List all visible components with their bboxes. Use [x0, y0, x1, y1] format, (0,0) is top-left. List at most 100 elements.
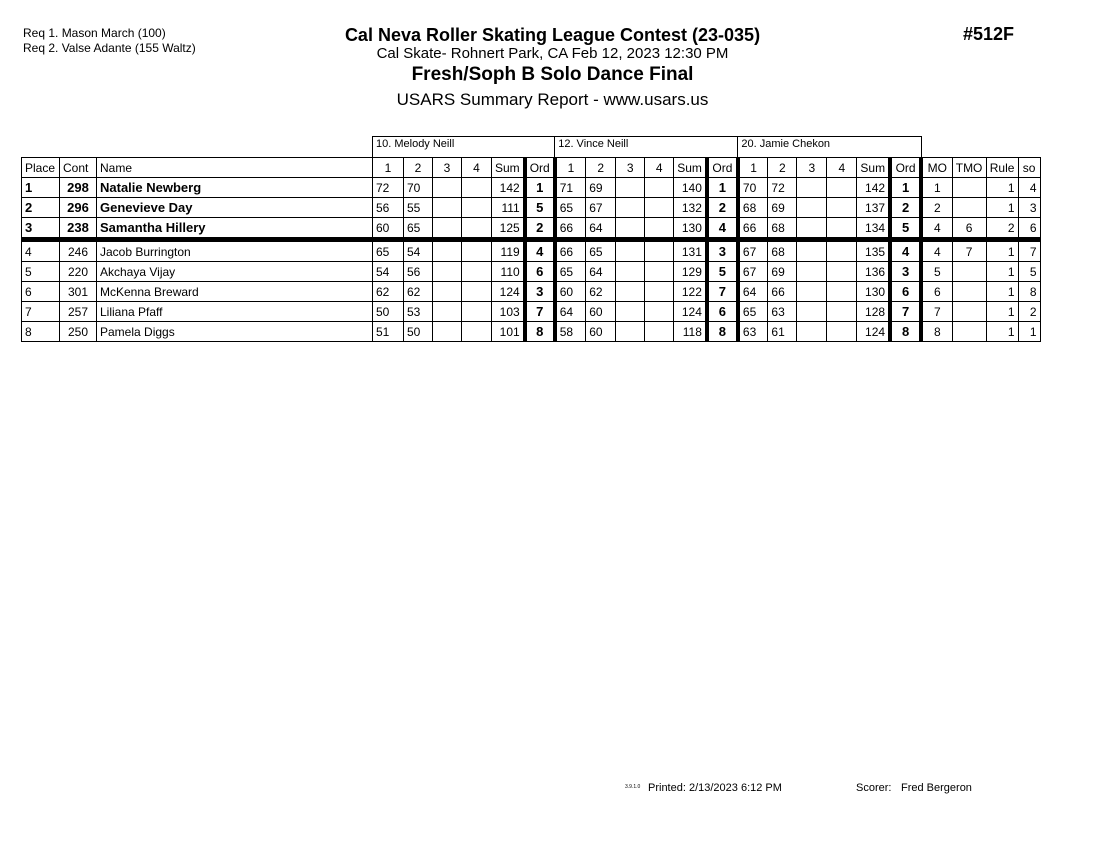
judge-mark	[644, 321, 675, 342]
judge-mark	[644, 237, 675, 262]
so: 8	[1017, 281, 1041, 302]
judge-mark	[615, 321, 646, 342]
judge-mark: 63	[767, 301, 798, 322]
judge-mark	[615, 281, 646, 302]
contestant-number: 301	[59, 281, 97, 302]
majority-ordinal: 8	[919, 321, 953, 342]
judge-mark: 54	[403, 237, 433, 262]
judge-ordinal: 7	[888, 301, 922, 322]
col-mark-2: 2	[585, 157, 617, 178]
judge-sum: 124	[490, 281, 526, 302]
judge-mark	[644, 261, 675, 282]
skater-name: McKenna Breward	[96, 281, 373, 302]
judge-mark: 66	[735, 217, 769, 240]
contestant-number: 246	[59, 237, 97, 262]
judge-mark	[644, 197, 675, 218]
judge-mark	[826, 281, 858, 302]
judge-ordinal: 4	[888, 237, 922, 262]
judge-mark: 62	[403, 281, 433, 302]
judge-mark	[615, 301, 646, 322]
judge-mark	[826, 321, 858, 342]
judge-mark: 72	[372, 177, 404, 198]
judge-mark: 69	[585, 177, 617, 198]
skater-name: Jacob Burrington	[96, 237, 373, 262]
majority-ordinal: 6	[919, 281, 953, 302]
judge-ordinal: 3	[704, 237, 739, 262]
table-row: 6 301 McKenna Breward 62 62 124 3 60 62 122 7 64 66 1…	[21, 281, 1041, 302]
place: 6	[21, 281, 60, 302]
judge-ordinal: 1	[888, 177, 922, 198]
rule: 1	[985, 261, 1019, 282]
judge-mark	[432, 321, 462, 342]
majority-ordinal: 2	[919, 197, 953, 218]
place: 4	[21, 237, 60, 262]
so: 3	[1017, 197, 1041, 218]
judge-mark: 69	[767, 197, 798, 218]
judge-mark	[826, 261, 858, 282]
judge-mark: 55	[403, 197, 433, 218]
judge-sum: 131	[673, 237, 708, 262]
judge-ordinal: 5	[522, 197, 556, 218]
total-majority-ordinal	[951, 177, 987, 198]
contest-title: Cal Neva Roller Skating League Contest (…	[344, 25, 761, 45]
rule: 1	[985, 237, 1019, 262]
col-mark-3: 3	[432, 157, 462, 178]
total-majority-ordinal	[951, 321, 987, 342]
majority-ordinal: 4	[919, 217, 953, 240]
place: 1	[21, 177, 60, 198]
scorer-label: Scorer:	[856, 782, 892, 794]
col-so: so	[1017, 157, 1041, 178]
judge-mark: 56	[372, 197, 404, 218]
judge-mark	[615, 217, 646, 240]
contestant-number: 238	[59, 217, 97, 240]
judge-mark: 50	[372, 301, 404, 322]
col-mark-3: 3	[796, 157, 828, 178]
col-ord: Ord	[522, 157, 556, 178]
judge-mark	[461, 261, 492, 282]
judge-sum: 119	[490, 237, 526, 262]
col-rule: Rule	[985, 157, 1019, 178]
place: 7	[21, 301, 60, 322]
judge-mark: 63	[735, 321, 769, 342]
judge-mark: 68	[735, 197, 769, 218]
skater-name: Akchaya Vijay	[96, 261, 373, 282]
judge-mark	[432, 197, 462, 218]
place: 3	[21, 217, 60, 240]
total-majority-ordinal	[951, 261, 987, 282]
total-majority-ordinal	[951, 197, 987, 218]
event-title: Fresh/Soph B Solo Dance Final	[411, 64, 694, 85]
col-name: Name	[96, 157, 373, 178]
judge-sum: 103	[490, 301, 526, 322]
rule: 1	[985, 281, 1019, 302]
judge-mark: 65	[585, 237, 617, 262]
judge-mark: 65	[552, 261, 587, 282]
judge-mark: 67	[585, 197, 617, 218]
judge-mark	[644, 281, 675, 302]
judge-mark	[796, 281, 828, 302]
judge-mark: 54	[372, 261, 404, 282]
judge-name: 12. Vince Neill	[554, 136, 739, 158]
judge-ordinal: 4	[522, 237, 556, 262]
col-place: Place	[21, 157, 60, 178]
judge-ordinal: 3	[888, 261, 922, 282]
judge-mark	[826, 237, 858, 262]
judge-mark	[826, 177, 858, 198]
printed-timestamp: Printed: 2/13/2023 6:12 PM	[648, 782, 782, 794]
judge-sum: 128	[856, 301, 891, 322]
col-mark-4: 4	[461, 157, 492, 178]
judge-mark	[432, 177, 462, 198]
judge-mark	[796, 301, 828, 322]
judge-mark	[461, 197, 492, 218]
table-row: 7 257 Liliana Pfaff 50 53 103 7 64 60 124 6 65 63 128…	[21, 301, 1041, 322]
col-sum: Sum	[856, 157, 891, 178]
judge-ordinal: 6	[704, 301, 739, 322]
judge-mark: 64	[552, 301, 587, 322]
judge-mark: 65	[735, 301, 769, 322]
column-header-row: Place Cont Name 1 2 3 4 Sum Ord 1 2 3 4 Sum Ord 1 2 3 4 Sum…	[21, 157, 1041, 178]
judge-ordinal: 1	[522, 177, 556, 198]
judge-mark	[644, 217, 675, 240]
majority-ordinal: 7	[919, 301, 953, 322]
judge-mark	[615, 261, 646, 282]
judge-sum: 142	[856, 177, 891, 198]
col-cont: Cont	[59, 157, 97, 178]
